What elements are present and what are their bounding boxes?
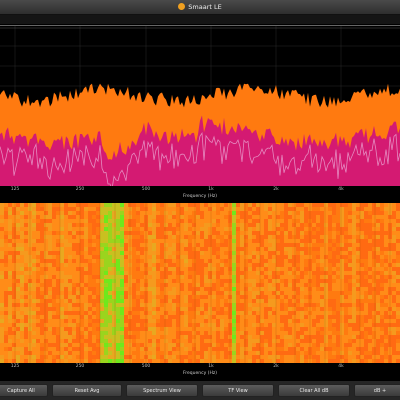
spectrograph-plot[interactable]: [0, 203, 400, 363]
spectrograph-graph: [0, 203, 400, 363]
window-title-text: Smaart LE: [188, 3, 222, 11]
tick-label: 2k: [273, 364, 279, 369]
app-logo-icon: [178, 2, 186, 10]
spectrum-graph: [0, 26, 400, 186]
bottom-toolbar: Capture All Reset Avg Spectrum View TF V…: [0, 381, 400, 400]
db-plus-button[interactable]: dB +: [354, 384, 400, 397]
axis-title: Frequency (Hz): [183, 371, 217, 376]
spectrograph-x-axis: 125 250 500 1k 2k 4k Frequency (Hz): [0, 363, 400, 379]
tick-label: 1k: [208, 187, 214, 192]
axis-title: Frequency (Hz): [183, 194, 217, 199]
tick-label: 500: [141, 364, 151, 369]
tick-label: 500: [141, 187, 151, 192]
tick-label: 250: [75, 187, 85, 192]
tick-label: 125: [10, 364, 20, 369]
spectrum-plot[interactable]: [0, 26, 400, 186]
reset-avg-button[interactable]: Reset Avg: [52, 384, 122, 397]
spectrum-view-button[interactable]: Spectrum View: [126, 384, 198, 397]
title-bar: Smaart LE: [0, 0, 400, 15]
tick-label: 125: [10, 187, 20, 192]
sub-toolbar: [0, 15, 400, 24]
tick-label: 2k: [273, 187, 279, 192]
tick-label: 4k: [338, 187, 344, 192]
tick-label: 250: [75, 364, 85, 369]
spectrum-trace-line: [0, 132, 400, 186]
tf-view-button[interactable]: TF View: [202, 384, 274, 397]
tick-label: 1k: [208, 364, 214, 369]
tick-label: 4k: [338, 364, 344, 369]
clear-all-button[interactable]: Clear All dB: [278, 384, 350, 397]
capture-all-button[interactable]: Capture All: [0, 384, 48, 397]
window-title: Smaart LE: [0, 1, 400, 13]
divider: [0, 25, 400, 26]
spectrum-x-axis: 125 250 500 1k 2k 4k Frequency (Hz): [0, 186, 400, 202]
